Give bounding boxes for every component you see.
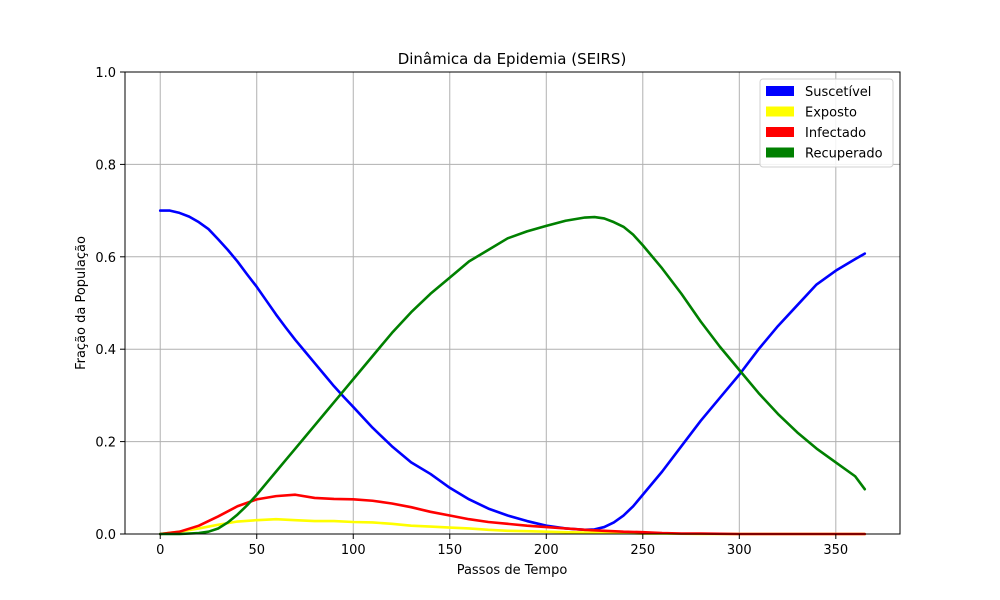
y-tick-label: 0.0	[95, 528, 116, 543]
legend-label-exposed: Exposto	[805, 106, 857, 121]
x-axis-title: Passos de Tempo	[457, 563, 568, 578]
y-tick-label: 0.4	[95, 343, 116, 358]
x-tick-label: 0	[156, 543, 164, 558]
legend-swatch-exposed	[766, 106, 794, 117]
legend: Suscetível Exposto Infectado Recuperado	[759, 78, 894, 168]
x-tick-label: 350	[823, 543, 848, 558]
series-line-susceptible	[158, 209, 867, 532]
x-tick-label: 100	[341, 543, 366, 558]
series-line-infected	[158, 493, 867, 536]
legend-items: Suscetível Exposto Infectado Recuperado	[766, 85, 883, 162]
legend-label-susceptible: Suscetível	[805, 85, 871, 100]
y-tick-label: 0.8	[95, 158, 116, 173]
legend-label-recovered: Recuperado	[805, 147, 883, 162]
plot-frame	[124, 71, 901, 535]
y-tick-label: 0.2	[95, 436, 116, 451]
legend-swatch-infected	[766, 127, 794, 137]
x-tick-label: 300	[727, 543, 752, 558]
chart-title: Dinâmica da Epidemia (SEIRS)	[398, 50, 627, 68]
x-tick-label: 200	[534, 543, 559, 558]
y-axis-title: Fração da População	[74, 236, 89, 370]
series-line-recovered	[158, 215, 867, 536]
axis-ticks: 0 50 100 150 200 250 300 350 0.0 0.2 0.4 0.6 0.8 1.0	[95, 66, 848, 558]
y-tick-label: 1.0	[95, 66, 116, 81]
legend-box	[759, 78, 894, 168]
x-tick-label: 250	[630, 543, 655, 558]
legend-swatch-susceptible	[766, 86, 794, 96]
y-tick-label: 0.6	[95, 251, 116, 266]
x-tick-label: 150	[437, 543, 462, 558]
x-tick-label: 50	[248, 543, 265, 558]
legend-label-infected: Infectado	[805, 126, 866, 141]
legend-swatch-recovered	[766, 147, 794, 158]
